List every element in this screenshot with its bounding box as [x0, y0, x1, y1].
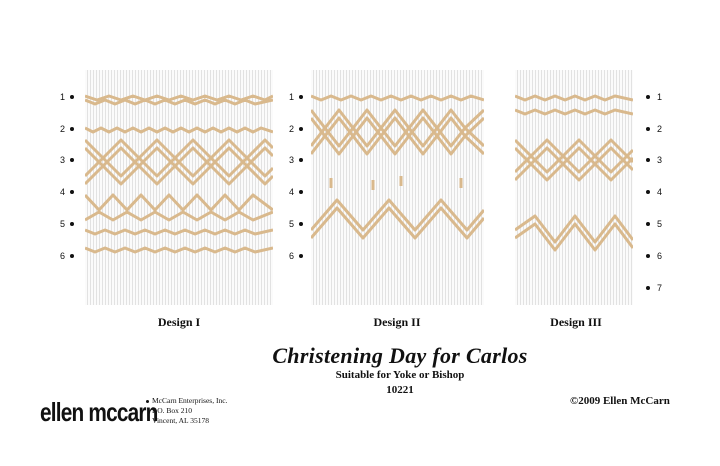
row-marker-dot — [646, 95, 650, 99]
design-2-smocking-sample — [311, 70, 484, 305]
copyright: ©2009 Ellen McCarn — [570, 395, 670, 407]
design-2-row-5: 5 — [289, 219, 295, 229]
design-3-row-2: 2 — [657, 124, 663, 134]
design-2-row-2: 2 — [289, 124, 295, 134]
row-marker-dot — [70, 127, 74, 131]
design-3-smocking-sample — [515, 70, 633, 305]
pattern-number: 10221 — [386, 384, 414, 396]
row-marker-dot — [646, 158, 650, 162]
design-2-row-4: 4 — [289, 187, 295, 197]
design-3-row-7: 7 — [657, 283, 663, 293]
company-name: McCarn Enterprises, Inc. — [152, 396, 228, 405]
design-3-label: Design III — [550, 315, 602, 329]
row-marker-dot — [646, 254, 650, 258]
design-2-row-6: 6 — [289, 251, 295, 261]
design-1-smocking-sample — [85, 70, 273, 305]
row-marker-dot — [646, 222, 650, 226]
row-marker-dot — [646, 286, 650, 290]
row-marker-dot — [299, 158, 303, 162]
design-1-row-6: 6 — [60, 251, 66, 261]
row-marker-dot — [299, 127, 303, 131]
row-marker-dot — [299, 190, 303, 194]
row-marker-dot — [646, 190, 650, 194]
row-marker-dot — [299, 254, 303, 258]
row-marker-dot — [70, 254, 74, 258]
design-3-row-5: 5 — [657, 219, 663, 229]
design-1-row-4: 4 — [60, 187, 66, 197]
design-3-stitch-pattern — [515, 94, 633, 252]
design-1-stitch-pattern — [85, 94, 273, 254]
row-marker-dot — [70, 190, 74, 194]
design-2-row-3: 3 — [289, 155, 295, 165]
address-line-1: P.O. Box 210 — [152, 406, 193, 415]
design-3-row-1: 1 — [657, 92, 663, 102]
design-1-row-3: 3 — [60, 155, 66, 165]
row-marker-dot — [70, 95, 74, 99]
design-3-row-6: 6 — [657, 251, 663, 261]
design-2-label: Design II — [373, 315, 421, 329]
subtitle: Suitable for Yoke or Bishop — [335, 369, 465, 381]
page-title: Christening Day for Carlos — [272, 343, 528, 368]
row-marker-dot — [299, 95, 303, 99]
ellen-mccarn-logo: ellen mccarn — [40, 397, 158, 427]
design-1-row-1: 1 — [60, 92, 66, 102]
design-1-row-2: 2 — [60, 124, 66, 134]
design-2-stitch-pattern — [311, 94, 484, 240]
design-2-row-1: 1 — [289, 92, 295, 102]
row-marker-dot — [70, 222, 74, 226]
row-marker-dot — [646, 127, 650, 131]
design-3-row-3: 3 — [657, 155, 663, 165]
address-line-2: Vincent, AL 35178 — [152, 416, 209, 425]
row-marker-dot — [70, 158, 74, 162]
row-marker-dot — [299, 222, 303, 226]
design-1-label: Design I — [157, 315, 201, 329]
design-1-row-5: 5 — [60, 219, 66, 229]
design-3-row-4: 4 — [657, 187, 663, 197]
bullet-dot — [146, 400, 149, 403]
